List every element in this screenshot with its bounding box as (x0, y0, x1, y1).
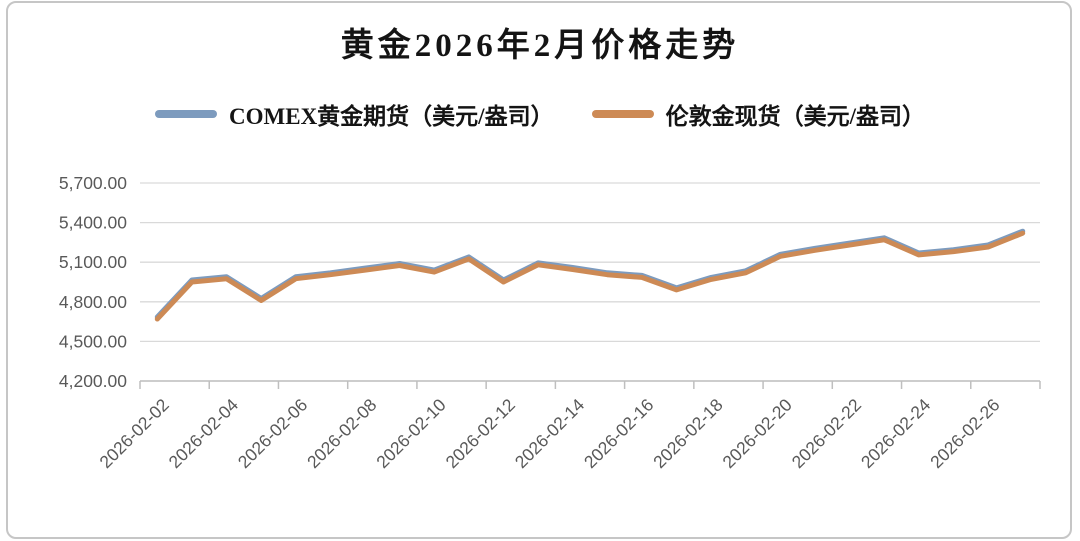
y-axis-tick-label: 5,100.00 (59, 252, 127, 272)
y-axis-tick-label: 4,200.00 (59, 371, 127, 391)
x-axis-tick-label: 2026-02-06 (234, 395, 311, 472)
series-line-1 (154, 230, 1026, 322)
y-axis-tick-label: 5,700.00 (59, 173, 127, 193)
legend-label: COMEX黄金期货（美元/盎司） (229, 104, 554, 129)
x-axis-tick-label: 2026-02-20 (718, 395, 796, 473)
x-axis-tick-label: 2026-02-18 (649, 395, 726, 472)
x-axis-tick-label: 2026-02-02 (95, 395, 172, 472)
x-axis-tick-label: 2026-02-12 (442, 395, 519, 472)
legend-swatch-icon (155, 110, 218, 118)
y-axis-tick-label: 4,800.00 (59, 292, 127, 312)
legend-item-1: 伦敦金现货（美元/盎司） (591, 97, 925, 131)
x-axis-tick-label: 2026-02-04 (165, 395, 243, 473)
legend-label: 伦敦金现货（美元/盎司） (665, 104, 925, 129)
legend: COMEX黄金期货（美元/盎司） 伦敦金现货（美元/盎司） (0, 97, 1080, 131)
chart-title: 黄金2026年2月价格走势 (340, 28, 740, 64)
chart-svg: 5,700.00 5,400.00 5,100.00 4,800.00 4,500.00… (59, 173, 1041, 473)
x-axis-tick-label: 2026-02-26 (926, 395, 1003, 472)
x-axis-tick-label: 2026-02-16 (580, 395, 657, 472)
y-axis-tick-label: 4,500.00 (59, 331, 127, 351)
x-axis-tick-label: 2026-02-22 (788, 395, 865, 472)
x-axis-tick-label: 2026-02-24 (857, 395, 935, 473)
x-axis-tick-label: 2026-02-10 (372, 395, 450, 473)
y-axis-tick-label: 5,400.00 (59, 213, 127, 233)
legend-swatch-icon (591, 110, 654, 118)
legend-item-0: COMEX黄金期货（美元/盎司） (155, 97, 554, 131)
x-axis-tick-label: 2026-02-08 (303, 395, 380, 472)
x-axis-tick-label: 2026-02-14 (511, 395, 589, 473)
